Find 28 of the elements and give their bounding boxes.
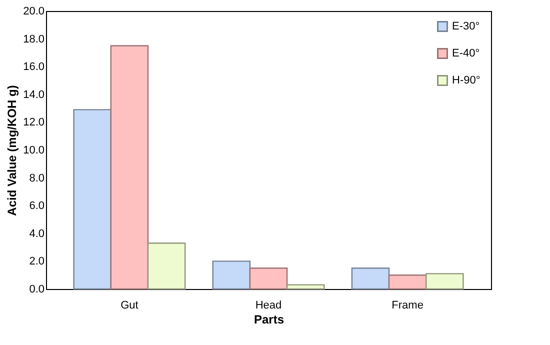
y-tick-label: 16.0 — [23, 61, 44, 74]
x-axis-title: Parts — [254, 312, 284, 326]
bar — [110, 45, 149, 290]
bar — [351, 268, 390, 290]
x-tick-label: Frame — [392, 300, 424, 312]
bar — [286, 284, 325, 290]
y-tick-label: 10.0 — [23, 144, 44, 156]
x-tick-label: Gut — [120, 300, 138, 312]
bar — [73, 109, 112, 290]
y-tick-label: 12.0 — [23, 116, 44, 129]
bar — [147, 242, 186, 290]
bar — [212, 260, 251, 290]
y-tick-label: 20.0 — [23, 6, 44, 18]
legend-label: E-40° — [452, 48, 480, 60]
y-tick-label: 14.0 — [23, 88, 44, 101]
y-tick-label: 2.0 — [29, 256, 44, 268]
legend-label: H-90° — [452, 74, 480, 86]
y-tick-label: 4.0 — [29, 228, 44, 240]
y-tick-label: 18.0 — [23, 33, 44, 46]
y-tick-label: 6.0 — [29, 200, 44, 212]
bar — [388, 274, 427, 290]
y-tick-label: 0.0 — [29, 284, 44, 296]
y-axis-title: Acid Value (mg/KOH g) — [5, 85, 20, 216]
legend-label: E-30° — [452, 20, 480, 32]
bar — [249, 268, 288, 290]
bar — [426, 273, 464, 290]
y-tick-label: 8.0 — [29, 172, 44, 184]
x-tick-label: Head — [255, 300, 282, 312]
